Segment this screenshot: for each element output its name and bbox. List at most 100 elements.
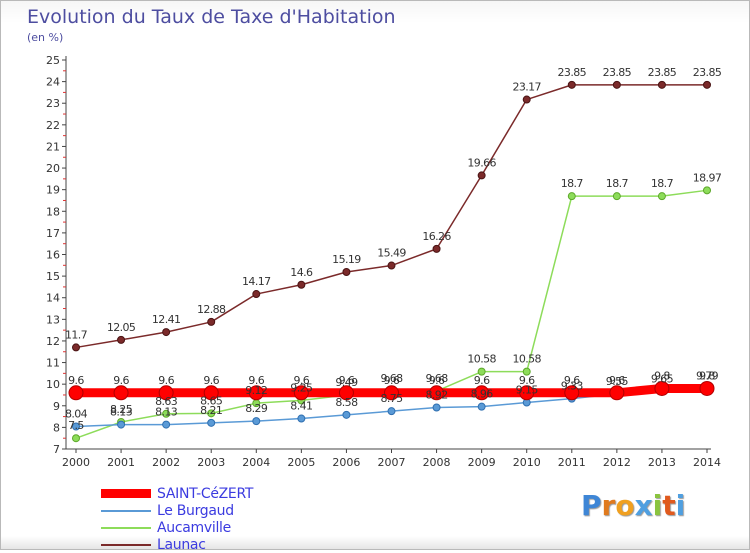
data-point-saint-c-zert — [338, 385, 354, 401]
data-point-saint-c-zert — [429, 385, 445, 401]
x-tick-label: 2005 — [287, 456, 315, 469]
data-label-le-burgaud: 8.13 — [155, 406, 178, 419]
data-point-aucamville — [162, 409, 171, 418]
data-point-le-burgaud — [387, 407, 396, 416]
data-label-launac: 12.41 — [152, 313, 181, 326]
data-label-aucamville: 9.12 — [245, 384, 267, 397]
legend-item-saint-cezert: SAINT-CéZERT — [101, 485, 253, 502]
x-tick-label: 2010 — [513, 456, 541, 469]
legend-label: Aucamville — [157, 519, 231, 536]
y-tick-label: 8 — [53, 421, 60, 434]
y-tick-label: 20 — [46, 162, 60, 175]
data-label-saint-c-zert: 9.6 — [294, 374, 310, 387]
legend-swatch-le-burgaud — [101, 509, 151, 512]
y-tick-label: 13 — [46, 313, 60, 326]
data-label-saint-c-zert: 9.6 — [158, 374, 174, 387]
data-point-launac — [342, 268, 351, 277]
legend-item-launac: Launac — [101, 536, 253, 553]
x-tick-label: 2006 — [332, 456, 360, 469]
legend-label: SAINT-CéZERT — [157, 485, 254, 502]
logo-letter: o — [615, 489, 635, 522]
data-label-launac: 15.19 — [332, 253, 361, 266]
legend-label: Le Burgaud — [157, 502, 234, 519]
data-label-saint-c-zert: 9.6 — [429, 374, 445, 387]
data-point-saint-c-zert — [699, 380, 715, 396]
data-label-saint-c-zert: 9.6 — [474, 374, 490, 387]
data-point-le-burgaud — [162, 420, 171, 429]
x-tick-label: 2000 — [62, 456, 90, 469]
data-point-saint-c-zert — [609, 385, 625, 401]
data-label-launac: 11.7 — [65, 328, 88, 341]
data-label-saint-c-zert: 9.6 — [564, 374, 580, 387]
data-label-aucamville: 9.49 — [335, 376, 358, 389]
data-point-saint-c-zert — [158, 385, 174, 401]
y-tick-label: 17 — [46, 227, 60, 240]
data-label-launac: 23.85 — [648, 66, 677, 79]
data-label-le-burgaud: 8.29 — [245, 402, 268, 415]
data-point-aucamville — [477, 367, 486, 376]
y-tick-label: 16 — [46, 249, 60, 262]
chart-subtitle: (en %) — [27, 31, 64, 44]
series-line-launac — [75, 84, 707, 349]
data-point-launac — [117, 335, 126, 344]
x-tick-label: 2002 — [152, 456, 180, 469]
data-label-saint-c-zert: 9.6 — [339, 374, 355, 387]
data-point-launac — [477, 171, 486, 180]
data-label-saint-c-zert: 9.6 — [519, 374, 535, 387]
x-tick-label: 2008 — [423, 456, 451, 469]
legend-item-le-burgaud: Le Burgaud — [101, 502, 253, 519]
data-point-saint-c-zert — [203, 385, 219, 401]
data-label-launac: 19.66 — [467, 156, 496, 169]
data-point-aucamville — [567, 192, 576, 201]
data-label-le-burgaud: 8.41 — [290, 400, 312, 413]
data-label-launac: 12.05 — [107, 321, 136, 334]
data-point-saint-c-zert — [68, 385, 84, 401]
y-tick-label: 10 — [46, 378, 60, 391]
data-label-saint-c-zert: 9.6 — [113, 374, 129, 387]
data-point-le-burgaud — [72, 422, 80, 431]
data-label-le-burgaud: 8.04 — [65, 408, 88, 421]
data-label-launac: 23.85 — [558, 66, 587, 79]
logo-letter: x — [634, 489, 653, 522]
x-tick-label: 2013 — [648, 456, 676, 469]
data-point-aucamville — [703, 186, 711, 195]
y-tick-label: 22 — [46, 119, 60, 132]
data-label-le-burgaud: 8.92 — [426, 389, 448, 402]
data-point-saint-c-zert — [293, 385, 309, 401]
data-point-le-burgaud — [252, 417, 261, 426]
data-label-le-burgaud: 9.79 — [696, 370, 719, 383]
x-tick-label: 2003 — [197, 456, 225, 469]
y-tick-label: 14 — [46, 292, 60, 305]
data-label-aucamville: 8.25 — [110, 403, 133, 416]
x-tick-label: 2011 — [558, 456, 586, 469]
logo-letter: r — [601, 489, 616, 522]
x-tick-label: 2009 — [468, 456, 496, 469]
proxiti-logo: Proxiti — [581, 489, 685, 522]
data-label-launac: 16.26 — [422, 230, 451, 243]
legend-swatch-aucamville — [101, 526, 151, 529]
y-tick-label: 21 — [46, 140, 60, 153]
data-label-saint-c-zert: 9.6 — [248, 374, 264, 387]
data-label-aucamville: 10.58 — [512, 353, 541, 366]
y-tick-label: 25 — [46, 54, 60, 67]
data-point-saint-c-zert — [384, 385, 399, 401]
x-tick-label: 2014 — [693, 456, 721, 469]
data-label-launac: 23.85 — [603, 66, 632, 79]
data-label-aucamville: 10.58 — [467, 353, 496, 366]
data-label-saint-c-zert: 9.8 — [654, 369, 670, 382]
data-point-launac — [567, 80, 576, 89]
logo-letter: i — [675, 489, 686, 522]
y-tick-label: 12 — [46, 335, 60, 348]
data-point-aucamville — [522, 367, 531, 376]
data-point-saint-c-zert — [113, 385, 129, 401]
data-point-le-burgaud — [207, 418, 216, 427]
data-point-launac — [432, 244, 441, 253]
data-label-aucamville: 18.7 — [606, 177, 629, 190]
data-label-aucamville: 18.7 — [561, 177, 584, 190]
legend-label: Launac — [157, 536, 206, 553]
data-point-saint-c-zert — [519, 385, 535, 401]
data-label-le-burgaud: 8.21 — [200, 404, 222, 417]
data-point-launac — [657, 80, 666, 89]
data-point-launac — [252, 290, 261, 299]
